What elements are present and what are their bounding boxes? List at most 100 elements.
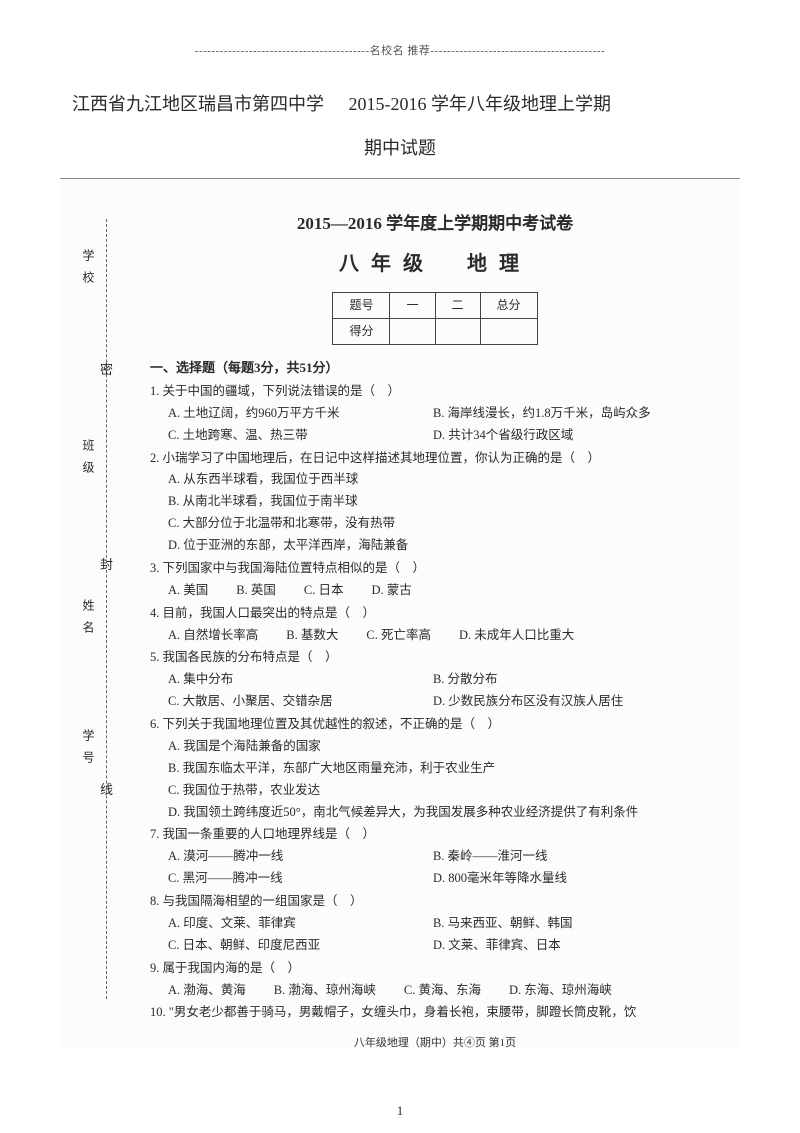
- exam-subject: 八年级 地理: [150, 247, 720, 282]
- option: C. 日本: [304, 580, 344, 602]
- binding-label-school: 学校: [80, 249, 97, 293]
- exam-header: 2015—2016 学年度上学期期中考试卷: [150, 209, 720, 239]
- option-row: C. 土地跨寒、温、热三带D. 共计34个省级行政区域: [150, 425, 720, 447]
- option: B. 从南北半球看，我国位于南半球: [168, 494, 358, 508]
- question: 2. 小瑞学习了中国地理后，在日记中这样描述其地理位置，你认为正确的是（ ） A.…: [150, 448, 720, 557]
- question-stem: 10. "男女老少都善于骑马，男戴帽子，女缠头巾，身着长袍，束腰带，脚蹬长筒皮靴…: [150, 1002, 720, 1024]
- option-row: B. 从南北半球看，我国位于南半球: [150, 491, 720, 513]
- option-row: C. 大部分位于北温带和北寒带，没有热带: [150, 513, 720, 535]
- binding-label-class: 班级: [80, 439, 97, 483]
- question: 9. 属于我国内海的是（ ）A. 渤海、黄海B. 渤海、琼州海峡C. 黄海、东海…: [150, 958, 720, 1002]
- option: D. 800毫米年等降水量线: [433, 868, 698, 890]
- option: D. 东海、琼州海峡: [509, 980, 612, 1002]
- question: 6. 下列关于我国地理位置及其优越性的叙述，不正确的是（ ） A. 我国是个海陆兼…: [150, 714, 720, 823]
- option: B. 分散分布: [433, 669, 698, 691]
- question-stem: 2. 小瑞学习了中国地理后，在日记中这样描述其地理位置，你认为正确的是（ ）: [150, 448, 720, 470]
- option: B. 我国东临太平洋，东部广大地区雨量充沛，利于农业生产: [168, 761, 495, 775]
- question-list: 1. 关于中国的疆域，下列说法错误的是（ ）A. 土地辽阔，约960万平方千米B…: [150, 381, 720, 1024]
- option-row: C. 我国位于热带，农业发达: [150, 780, 720, 802]
- binding-column: 学校 密 班级 封 姓名 学号 线: [80, 219, 116, 999]
- option-row: A. 我国是个海陆兼备的国家: [150, 736, 720, 758]
- question: 1. 关于中国的疆域，下列说法错误的是（ ）A. 土地辽阔，约960万平方千米B…: [150, 381, 720, 447]
- option: D. 我国领土跨纬度近50°，南北气候差异大，为我国发展多种农业经济提供了有利条…: [168, 805, 638, 819]
- question: 5. 我国各民族的分布特点是（ ）A. 集中分布B. 分散分布C. 大散居、小聚…: [150, 647, 720, 713]
- page-number: 1: [0, 1103, 800, 1119]
- option: A. 自然增长率高: [168, 625, 258, 647]
- binding-label-name: 姓名: [80, 599, 97, 643]
- question: 8. 与我国隔海相望的一组国家是（ ）A. 印度、文莱、菲律宾B. 马来西亚、朝…: [150, 891, 720, 957]
- score-cell: [480, 319, 537, 345]
- option: A. 从东西半球看，我国位于西半球: [168, 472, 358, 486]
- scanned-exam-area: 学校 密 班级 封 姓名 学号 线 2015—2016 学年度上学期期中考试卷 …: [60, 178, 740, 1048]
- option-row: D. 位于亚洲的东部，太平洋西岸，海陆兼备: [150, 535, 720, 557]
- doc-subtitle: 期中试题: [72, 134, 728, 160]
- option-row: A. 从东西半球看，我国位于西半球: [150, 469, 720, 491]
- question-stem: 1. 关于中国的疆域，下列说法错误的是（ ）: [150, 381, 720, 403]
- question-stem: 8. 与我国隔海相望的一组国家是（ ）: [150, 891, 720, 913]
- option: D. 共计34个省级行政区域: [433, 425, 698, 447]
- option-row: B. 我国东临太平洋，东部广大地区雨量充沛，利于农业生产: [150, 758, 720, 780]
- binding-label-id: 学号: [80, 729, 97, 773]
- option-row: C. 大散居、小聚居、交错杂居D. 少数民族分布区没有汉族人居住: [150, 691, 720, 713]
- score-cell: 得分: [333, 319, 390, 345]
- option-row: A. 自然增长率高B. 基数大C. 死亡率高D. 未成年人口比重大: [150, 625, 720, 647]
- option: A. 土地辽阔，约960万平方千米: [168, 403, 433, 425]
- option: B. 秦岭——淮河一线: [433, 846, 698, 868]
- question-stem: 5. 我国各民族的分布特点是（ ）: [150, 647, 720, 669]
- option: C. 我国位于热带，农业发达: [168, 783, 320, 797]
- score-cell: [435, 319, 480, 345]
- score-table: 题号 一 二 总分 得分: [332, 292, 537, 345]
- option-row: A. 渤海、黄海B. 渤海、琼州海峡C. 黄海、东海D. 东海、琼州海峡: [150, 980, 720, 1002]
- question-stem: 6. 下列关于我国地理位置及其优越性的叙述，不正确的是（ ）: [150, 714, 720, 736]
- option: B. 英国: [236, 580, 276, 602]
- question-stem: 4. 目前，我国人口最突出的特点是（ ）: [150, 603, 720, 625]
- option: C. 日本、朝鲜、印度尼西亚: [168, 935, 433, 957]
- option: B. 基数大: [286, 625, 338, 647]
- option: D. 蒙古: [371, 580, 411, 602]
- option-row: D. 我国领土跨纬度近50°，南北气候差异大，为我国发展多种农业经济提供了有利条…: [150, 802, 720, 824]
- seal-feng: 封: [100, 554, 113, 573]
- score-cell: 总分: [480, 293, 537, 319]
- option: D. 未成年人口比重大: [459, 625, 574, 647]
- question: 3. 下列国家中与我国海陆位置特点相似的是（ ）A. 美国 B. 英国 C. 日本 D…: [150, 558, 720, 602]
- top-banner: ----------------------------------------…: [0, 0, 800, 58]
- exam-footer: 八年级地理（期中）共④页 第1页: [150, 1034, 720, 1053]
- option: C. 黄海、东海: [404, 980, 481, 1002]
- seal-xian: 线: [100, 779, 113, 798]
- option: A. 漠河——腾冲一线: [168, 846, 433, 868]
- exam-content: 2015—2016 学年度上学期期中考试卷 八年级 地理 题号 一 二 总分 得…: [150, 209, 720, 1053]
- option: A. 印度、文莱、菲律宾: [168, 913, 433, 935]
- option: B. 马来西亚、朝鲜、韩国: [433, 913, 698, 935]
- binding-dash-line: [106, 219, 107, 999]
- option: B. 海岸线漫长，约1.8万千米，岛屿众多: [433, 403, 698, 425]
- option: A. 美国: [168, 580, 208, 602]
- option-row: A. 漠河——腾冲一线B. 秦岭——淮河一线: [150, 846, 720, 868]
- score-cell: [390, 319, 435, 345]
- option-row: A. 印度、文莱、菲律宾B. 马来西亚、朝鲜、韩国: [150, 913, 720, 935]
- option: C. 黑河——腾冲一线: [168, 868, 433, 890]
- question-stem: 3. 下列国家中与我国海陆位置特点相似的是（ ）: [150, 558, 720, 580]
- option: D. 少数民族分布区没有汉族人居住: [433, 691, 698, 713]
- document-title-block: 江西省九江地区瑞昌市第四中学 2015-2016 学年八年级地理上学期 期中试题: [0, 58, 800, 160]
- option: A. 集中分布: [168, 669, 433, 691]
- option: C. 大部分位于北温带和北寒带，没有热带: [168, 516, 395, 530]
- option-row: C. 黑河——腾冲一线D. 800毫米年等降水量线: [150, 868, 720, 890]
- option-row: A. 集中分布B. 分散分布: [150, 669, 720, 691]
- option-row: A. 美国 B. 英国 C. 日本 D. 蒙古: [150, 580, 720, 602]
- seal-mi: 密: [100, 359, 113, 378]
- option: C. 土地跨寒、温、热三带: [168, 425, 433, 447]
- option-row: A. 土地辽阔，约960万平方千米B. 海岸线漫长，约1.8万千米，岛屿众多: [150, 403, 720, 425]
- question: 4. 目前，我国人口最突出的特点是（ ）A. 自然增长率高B. 基数大C. 死亡…: [150, 603, 720, 647]
- question-stem: 9. 属于我国内海的是（ ）: [150, 958, 720, 980]
- option: A. 我国是个海陆兼备的国家: [168, 739, 321, 753]
- school-name: 江西省九江地区瑞昌市第四中学: [72, 88, 324, 120]
- option: A. 渤海、黄海: [168, 980, 246, 1002]
- question: 7. 我国一条重要的人口地理界线是（ ）A. 漠河——腾冲一线B. 秦岭——淮河…: [150, 824, 720, 890]
- score-cell: 题号: [333, 293, 390, 319]
- option: D. 文莱、菲律宾、日本: [433, 935, 698, 957]
- question: 10. "男女老少都善于骑马，男戴帽子，女缠头巾，身着长袍，束腰带，脚蹬长筒皮靴…: [150, 1002, 720, 1024]
- option: C. 大散居、小聚居、交错杂居: [168, 691, 433, 713]
- option-row: C. 日本、朝鲜、印度尼西亚D. 文莱、菲律宾、日本: [150, 935, 720, 957]
- score-cell: 二: [435, 293, 480, 319]
- option: D. 位于亚洲的东部，太平洋西岸，海陆兼备: [168, 538, 408, 552]
